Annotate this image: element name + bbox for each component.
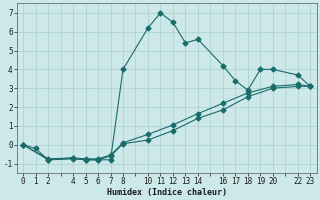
X-axis label: Humidex (Indice chaleur): Humidex (Indice chaleur) [107,188,227,197]
